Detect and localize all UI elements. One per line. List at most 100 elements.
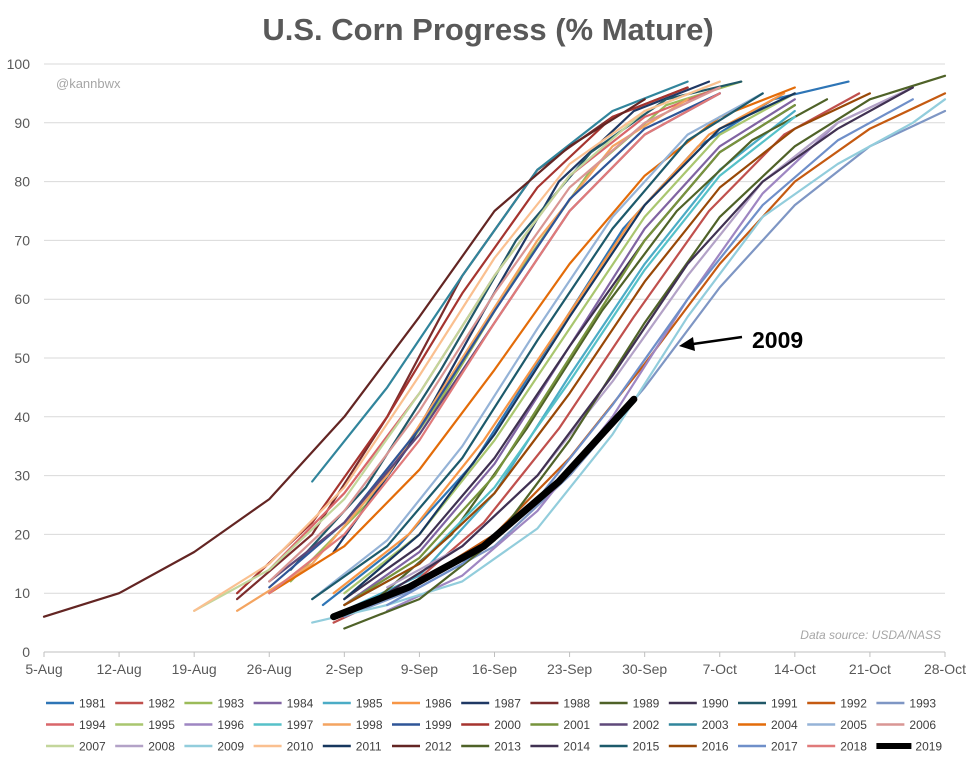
- gridlines: [44, 63, 945, 653]
- annotation-label: 2009: [752, 327, 803, 353]
- y-tick-label: 90: [14, 115, 30, 131]
- legend-item-2013: 2013: [461, 740, 521, 754]
- legend-label: 1988: [563, 697, 590, 711]
- legend-label: 2012: [425, 740, 452, 754]
- legend-item-2003: 2003: [668, 718, 729, 732]
- x-axis: 5-Aug 12-Aug 19-Aug 26-Aug 2-Sep 9-Sep 16-Sep 2…: [25, 652, 966, 677]
- series-line-2009: [311, 98, 947, 624]
- legend-item-2016: 2016: [668, 740, 729, 754]
- legend-label: 2009: [217, 740, 244, 754]
- legend-item-2012: 2012: [392, 740, 452, 754]
- x-tick-label: 28-Oct: [924, 661, 966, 677]
- legend-label: 2019: [915, 740, 942, 754]
- legend-label: 1981: [79, 697, 106, 711]
- y-tick-label: 100: [7, 56, 31, 72]
- legend-item-1988: 1988: [530, 697, 590, 711]
- y-tick-label: 50: [14, 350, 30, 366]
- series-line-1987: [332, 80, 711, 554]
- annotation-arrow: [685, 335, 743, 347]
- legend-label: 1991: [771, 697, 798, 711]
- x-tick-label: 19-Aug: [172, 661, 217, 677]
- legend-label: 2014: [563, 740, 590, 754]
- legend-item-1997: 1997: [253, 718, 314, 732]
- watermark: @kannbwx: [56, 76, 121, 91]
- legend-label: 2008: [148, 740, 175, 754]
- series-line-2004: [268, 86, 796, 595]
- legend-label: 1996: [217, 718, 244, 732]
- legend-item-1998: 1998: [322, 718, 383, 732]
- legend-label: 2007: [79, 740, 106, 754]
- legend-item-2005: 2005: [807, 718, 867, 732]
- legend-item-2007: 2007: [46, 740, 106, 754]
- source-note: Data source: USDA/NASS: [800, 628, 941, 642]
- legend-label: 2010: [287, 740, 314, 754]
- series-line-2006: [268, 86, 721, 583]
- legend-label: 2004: [771, 718, 798, 732]
- legend-item-2011: 2011: [322, 740, 382, 754]
- legend-item-2001: 2001: [530, 718, 590, 732]
- legend-label: 1998: [356, 718, 383, 732]
- series-line-2012: [42, 98, 646, 618]
- legend-label: 2006: [909, 718, 936, 732]
- legend-label: 2015: [633, 740, 660, 754]
- x-tick-label: 12-Aug: [97, 661, 142, 677]
- legend-label: 1984: [287, 697, 314, 711]
- legend-item-1991: 1991: [738, 697, 798, 711]
- series-line-1999: [268, 92, 721, 589]
- legend-item-1985: 1985: [322, 697, 383, 711]
- legend-item-2018: 2018: [807, 740, 867, 754]
- legend-item-1995: 1995: [115, 718, 175, 732]
- legend-item-2000: 2000: [461, 718, 521, 732]
- y-tick-label: 0: [22, 644, 30, 660]
- legend-label: 1985: [356, 697, 383, 711]
- legend-item-2002: 2002: [599, 718, 660, 732]
- series-line-2007: [193, 80, 721, 612]
- legend-item-1984: 1984: [253, 697, 314, 711]
- y-tick-label: 60: [14, 291, 30, 307]
- legend-item-1987: 1987: [461, 697, 521, 711]
- x-tick-label: 5-Aug: [25, 661, 62, 677]
- series-line-2019: [330, 395, 638, 621]
- y-tick-label: 30: [14, 468, 30, 484]
- legend-label: 2003: [702, 718, 729, 732]
- legend-item-2010: 2010: [253, 740, 314, 754]
- x-tick-label: 9-Sep: [401, 661, 439, 677]
- legend-label: 1986: [425, 697, 452, 711]
- x-tick-label: 26-Aug: [247, 661, 292, 677]
- legend-label: 1989: [633, 697, 660, 711]
- legend-label: 2001: [563, 718, 590, 732]
- x-tick-label: 21-Oct: [849, 661, 891, 677]
- series-line-2016: [343, 92, 872, 607]
- legend-item-1993: 1993: [876, 697, 936, 711]
- x-tick-label: 23-Sep: [547, 661, 592, 677]
- y-tick-label: 10: [14, 585, 30, 601]
- legend-item-1994: 1994: [46, 718, 106, 732]
- x-tick-label: 30-Sep: [622, 661, 667, 677]
- legend-item-2017: 2017: [738, 740, 798, 754]
- series-lines: [42, 74, 947, 630]
- legend-label: 1990: [702, 697, 729, 711]
- legend-label: 1997: [287, 718, 314, 732]
- x-tick-label: 14-Oct: [774, 661, 816, 677]
- legend-label: 2011: [356, 740, 382, 754]
- x-tick-label: 2-Sep: [326, 661, 364, 677]
- legend-label: 2002: [633, 718, 660, 732]
- legend-label: 1999: [425, 718, 452, 732]
- series-line-2001: [343, 104, 796, 607]
- legend-item-1992: 1992: [807, 697, 867, 711]
- series-line-2014: [386, 86, 914, 595]
- x-tick-label: 7-Oct: [703, 661, 737, 677]
- y-axis: 0 10 20 30 40 50 60 70 80 90 100: [7, 56, 31, 660]
- legend-item-1983: 1983: [184, 697, 244, 711]
- legend-item-1982: 1982: [115, 697, 175, 711]
- legend-label: 2005: [840, 718, 867, 732]
- legend-item-1986: 1986: [392, 697, 452, 711]
- legend-label: 1982: [148, 697, 175, 711]
- series-line-1998: [236, 98, 689, 612]
- legend-item-2006: 2006: [876, 718, 936, 732]
- series-line-2010: [193, 80, 721, 612]
- series-line-1996: [386, 86, 914, 612]
- series-line-1991: [289, 80, 743, 571]
- series-line-2015: [311, 92, 764, 601]
- legend-label: 1994: [79, 718, 106, 732]
